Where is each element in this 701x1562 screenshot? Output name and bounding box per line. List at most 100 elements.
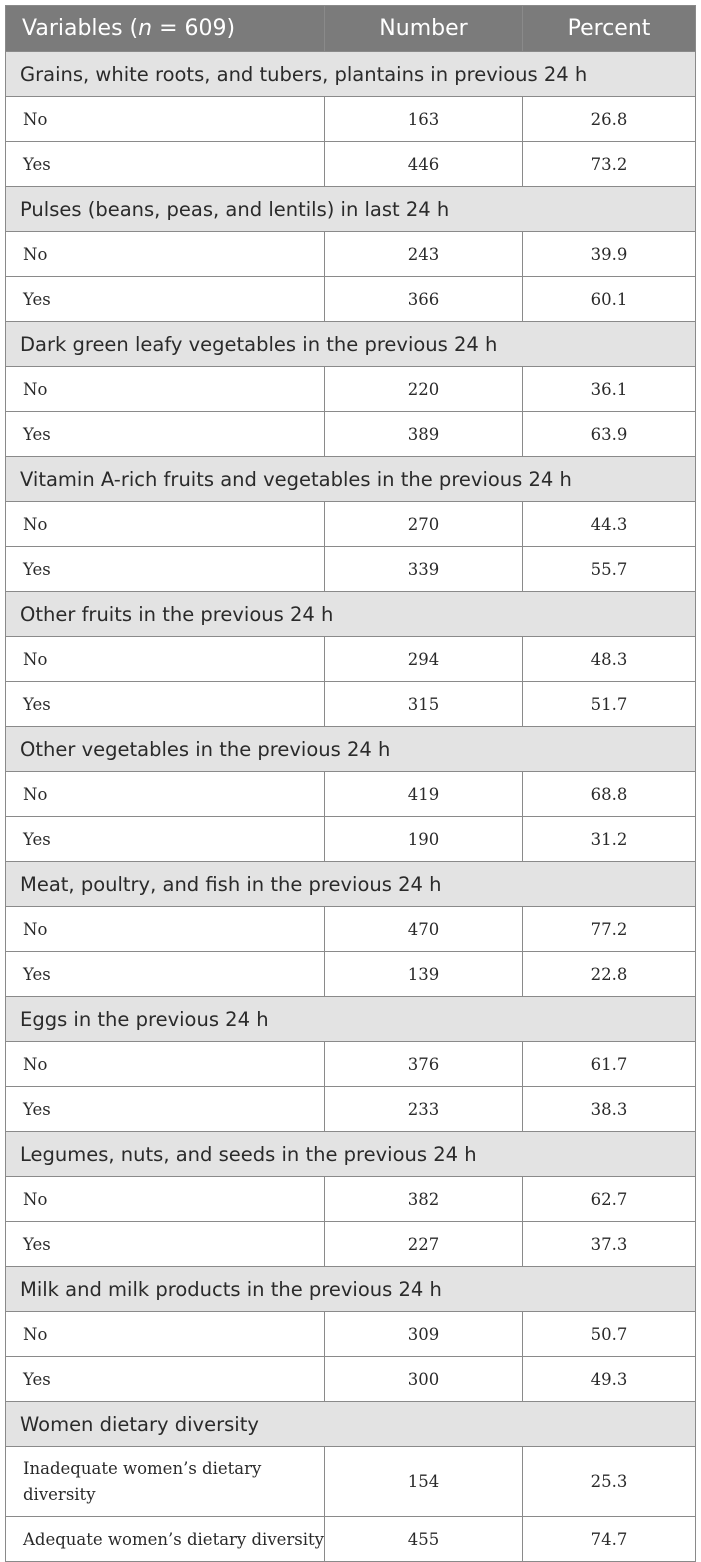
row-percent: 37.3	[522, 1221, 696, 1267]
header-variables-n: n	[138, 16, 153, 41]
row-label: No	[5, 1041, 325, 1087]
table-row: Yes 190 31.2	[5, 816, 696, 862]
row-number: 190	[324, 816, 523, 862]
table-row: Yes 139 22.8	[5, 951, 696, 997]
row-label: No	[5, 231, 325, 277]
row-label: No	[5, 636, 325, 682]
row-percent: 63.9	[522, 411, 696, 457]
row-percent: 51.7	[522, 681, 696, 727]
row-number: 382	[324, 1176, 523, 1222]
table-row: Yes 366 60.1	[5, 276, 696, 322]
row-number: 366	[324, 276, 523, 322]
row-number: 376	[324, 1041, 523, 1087]
row-label: No	[5, 501, 325, 547]
section-title: Legumes, nuts, and seeds in the previous…	[5, 1131, 696, 1177]
section-title: Eggs in the previous 24 h	[5, 996, 696, 1042]
header-variables: Variables (n = 609)	[5, 5, 325, 52]
row-number: 233	[324, 1086, 523, 1132]
row-percent: 68.8	[522, 771, 696, 817]
row-number: 470	[324, 906, 523, 952]
row-number: 220	[324, 366, 523, 412]
header-number: Number	[324, 5, 523, 52]
row-label: Yes	[5, 951, 325, 997]
row-label: Yes	[5, 141, 325, 187]
row-percent: 39.9	[522, 231, 696, 277]
row-percent: 73.2	[522, 141, 696, 187]
row-label: No	[5, 771, 325, 817]
header-percent: Percent	[522, 5, 696, 52]
section-row: Meat, poultry, and fish in the previous …	[5, 861, 696, 907]
data-table-container: Variables (n = 609) Number Percent Grain…	[5, 5, 696, 1562]
table-row: No 294 48.3	[5, 636, 696, 682]
row-label: Yes	[5, 681, 325, 727]
row-label: Yes	[5, 1086, 325, 1132]
row-percent: 74.7	[522, 1516, 696, 1562]
row-percent: 77.2	[522, 906, 696, 952]
section-title: Milk and milk products in the previous 2…	[5, 1266, 696, 1312]
row-percent: 44.3	[522, 501, 696, 547]
row-percent: 25.3	[522, 1446, 696, 1517]
row-label: No	[5, 1176, 325, 1222]
table-row: Inadequate women’s dietary diversity 154 2…	[5, 1446, 696, 1517]
row-label: No	[5, 906, 325, 952]
section-row: Dark green leafy vegetables in the previ…	[5, 321, 696, 367]
section-title: Pulses (beans, peas, and lentils) in las…	[5, 186, 696, 232]
row-percent: 49.3	[522, 1356, 696, 1402]
section-row: Legumes, nuts, and seeds in the previous…	[5, 1131, 696, 1177]
row-number: 389	[324, 411, 523, 457]
table-row: Yes 339 55.7	[5, 546, 696, 592]
header-row: Variables (n = 609) Number Percent	[5, 5, 696, 52]
table-row: No 220 36.1	[5, 366, 696, 412]
row-number: 139	[324, 951, 523, 997]
row-number: 300	[324, 1356, 523, 1402]
row-number: 294	[324, 636, 523, 682]
table-row: No 376 61.7	[5, 1041, 696, 1087]
row-label: Inadequate women’s dietary diversity	[5, 1446, 325, 1517]
row-number: 419	[324, 771, 523, 817]
row-percent: 48.3	[522, 636, 696, 682]
row-label: No	[5, 366, 325, 412]
section-title: Dark green leafy vegetables in the previ…	[5, 321, 696, 367]
table-row: Yes 300 49.3	[5, 1356, 696, 1402]
row-label: No	[5, 1311, 325, 1357]
table-row: Yes 233 38.3	[5, 1086, 696, 1132]
row-number: 446	[324, 141, 523, 187]
row-percent: 36.1	[522, 366, 696, 412]
section-row: Vitamin A-rich fruits and vegetables in …	[5, 456, 696, 502]
table-row: Yes 315 51.7	[5, 681, 696, 727]
table-row: Adequate women’s dietary diversity 455 74.…	[5, 1516, 696, 1562]
header-variables-prefix: Variables (	[22, 16, 139, 41]
row-label: Yes	[5, 1356, 325, 1402]
table-row: No 163 26.8	[5, 96, 696, 142]
row-label: Adequate women’s dietary diversity	[5, 1516, 325, 1562]
table-body: Grains, white roots, and tubers, plantai…	[5, 51, 696, 1562]
section-title: Grains, white roots, and tubers, plantai…	[5, 51, 696, 97]
row-percent: 38.3	[522, 1086, 696, 1132]
row-label: Yes	[5, 546, 325, 592]
table-row: Yes 389 63.9	[5, 411, 696, 457]
section-row: Grains, white roots, and tubers, plantai…	[5, 51, 696, 97]
section-row: Other fruits in the previous 24 h	[5, 591, 696, 637]
row-label: Yes	[5, 276, 325, 322]
row-number: 315	[324, 681, 523, 727]
section-row: Milk and milk products in the previous 2…	[5, 1266, 696, 1312]
table-header: Variables (n = 609) Number Percent	[5, 5, 696, 52]
section-title: Women dietary diversity	[5, 1401, 696, 1447]
row-label: Yes	[5, 411, 325, 457]
row-percent: 55.7	[522, 546, 696, 592]
row-number: 154	[324, 1446, 523, 1517]
row-label: Yes	[5, 816, 325, 862]
header-variables-suffix: = 609)	[152, 16, 236, 41]
row-number: 270	[324, 501, 523, 547]
row-number: 163	[324, 96, 523, 142]
row-percent: 62.7	[522, 1176, 696, 1222]
row-percent: 50.7	[522, 1311, 696, 1357]
section-row: Women dietary diversity	[5, 1401, 696, 1447]
section-title: Meat, poultry, and fish in the previous …	[5, 861, 696, 907]
table-row: No 270 44.3	[5, 501, 696, 547]
row-percent: 22.8	[522, 951, 696, 997]
table-row: Yes 227 37.3	[5, 1221, 696, 1267]
row-percent: 26.8	[522, 96, 696, 142]
row-number: 455	[324, 1516, 523, 1562]
row-label: Yes	[5, 1221, 325, 1267]
